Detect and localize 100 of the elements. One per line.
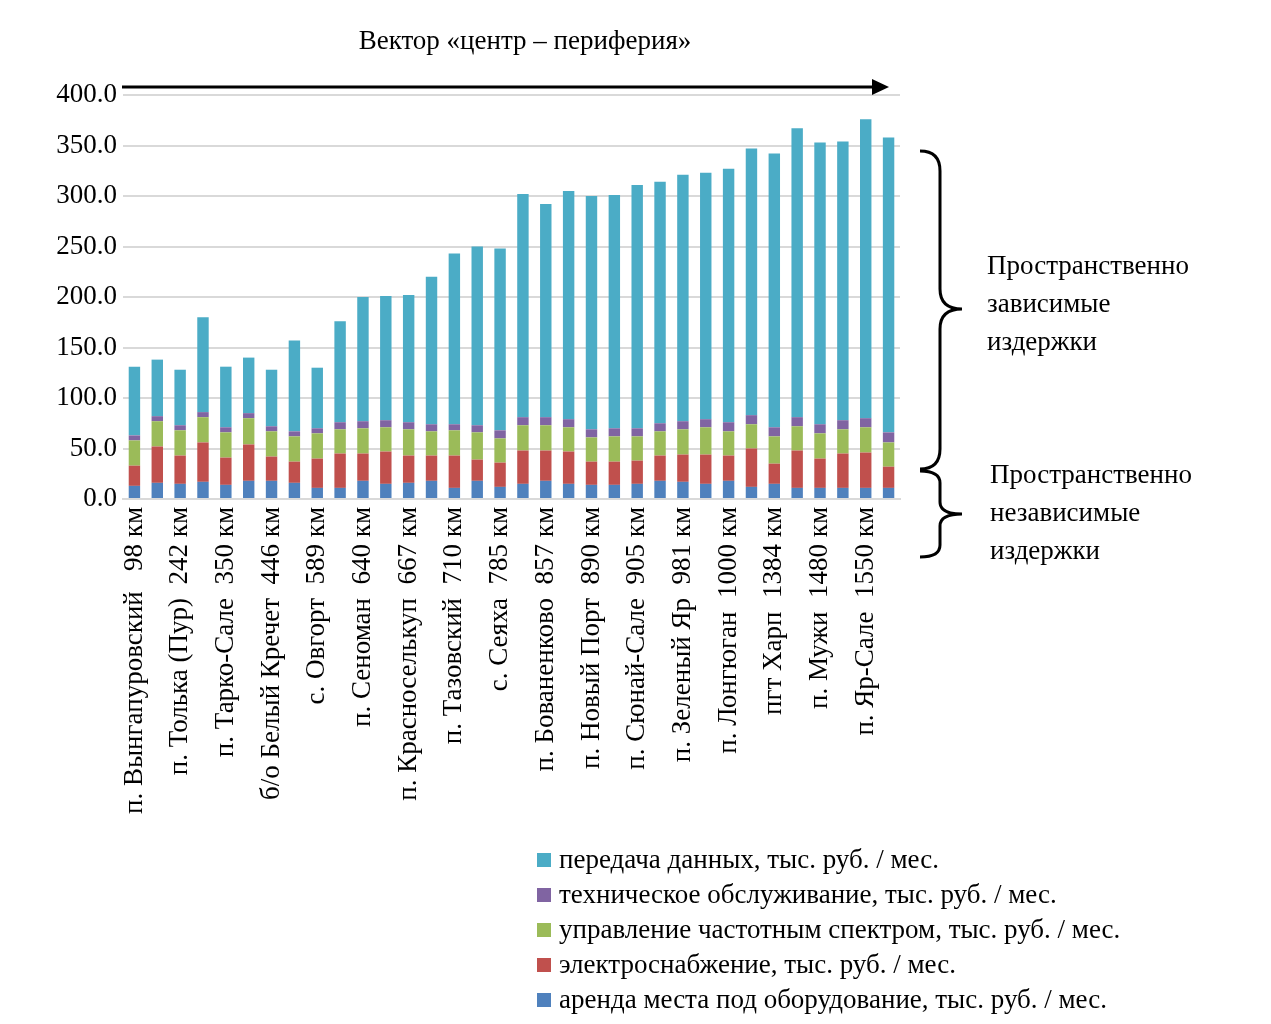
bar (220, 432, 232, 458)
bar (608, 461, 621, 485)
bar (334, 487, 346, 498)
x-tick-label: п. Вынгапуровский 98 км (117, 507, 148, 814)
bar (722, 168, 735, 423)
bar (677, 174, 689, 422)
bar (654, 423, 666, 432)
bar (197, 442, 209, 482)
bar (837, 453, 849, 488)
bar (585, 429, 598, 438)
bar (380, 483, 392, 498)
y-tick-label: 400.0 (56, 78, 117, 109)
bar (425, 424, 438, 432)
bar (265, 426, 278, 432)
bar (608, 428, 621, 437)
bar (768, 483, 781, 498)
bar (242, 413, 255, 419)
bar (654, 431, 666, 456)
bar (242, 480, 255, 498)
bar (220, 484, 232, 498)
bar (791, 487, 803, 498)
x-tick-label: с. Сеяха 785 км (483, 507, 514, 692)
x-tick-label: п. Зеленый Яр 981 км (665, 507, 696, 763)
bar (174, 369, 186, 426)
bar (722, 422, 735, 432)
bar (562, 419, 575, 428)
bar (837, 429, 849, 454)
x-tick-label: п. Красноселькуп 667 км (391, 507, 422, 801)
x-tick-label: п. Сеноман 640 км (346, 507, 377, 727)
bar (380, 451, 392, 484)
bar (654, 455, 666, 481)
bar (745, 415, 758, 425)
bar (882, 487, 895, 498)
bar (425, 480, 438, 498)
bar (174, 425, 186, 431)
x-tick-label: п. Тарко-Сале 350 км (208, 507, 239, 758)
bar (540, 417, 552, 426)
bar (242, 357, 255, 414)
bar (151, 482, 163, 498)
bar (700, 483, 712, 498)
bar (814, 142, 826, 425)
bar (517, 425, 529, 451)
bar (288, 340, 301, 432)
bar (745, 148, 758, 416)
bar (517, 483, 529, 498)
bar (882, 432, 895, 443)
legend-label: электроснабжение, тыс. руб. / мес. (559, 948, 956, 981)
y-tick-label: 250.0 (56, 229, 117, 260)
bar (860, 452, 872, 488)
bar (311, 458, 323, 488)
bar (357, 421, 369, 429)
bar (791, 128, 803, 418)
bar (722, 431, 735, 456)
bar (448, 253, 461, 425)
bar (631, 436, 643, 461)
bar (311, 367, 323, 429)
bar (768, 436, 781, 464)
bar (128, 440, 141, 466)
bar (540, 204, 552, 418)
bar (471, 246, 483, 426)
bar (334, 422, 346, 430)
x-tick-label: б/о Белый Кречет 446 км (254, 507, 285, 800)
x-tick-label: п. Толька (Пур) 242 км (163, 507, 194, 776)
bar (494, 438, 506, 463)
bar (745, 424, 758, 449)
bar (357, 428, 369, 454)
bar (357, 480, 369, 498)
bar (517, 193, 529, 418)
bar (608, 436, 621, 462)
y-tick-label: 50.0 (69, 431, 117, 462)
bar (654, 181, 666, 424)
bar (791, 426, 803, 451)
bar (334, 453, 346, 488)
bar (631, 483, 643, 498)
bar (265, 431, 278, 457)
y-tick-label: 150.0 (56, 330, 117, 361)
bar (517, 417, 529, 426)
bar (265, 369, 278, 427)
bar (562, 427, 575, 452)
bar (174, 430, 186, 456)
bar (494, 430, 506, 439)
chart-title: Вектор «центр – периферия» (357, 25, 693, 56)
bar (608, 484, 621, 498)
bar (768, 153, 781, 428)
bar (768, 427, 781, 437)
bar (402, 429, 415, 456)
x-tick-label: п. Яр-Сале 1550 км (848, 507, 879, 736)
bar (197, 417, 209, 443)
bar (288, 431, 301, 437)
bar (494, 248, 506, 431)
bar (425, 431, 438, 456)
x-tick-label: п. Тазовский 710 км (437, 507, 468, 745)
bar (471, 480, 483, 498)
bar (151, 446, 163, 483)
bar (585, 196, 598, 430)
bar (860, 487, 872, 498)
bar (677, 429, 689, 455)
bar (540, 425, 552, 451)
bar (585, 461, 598, 485)
bar (197, 481, 209, 498)
